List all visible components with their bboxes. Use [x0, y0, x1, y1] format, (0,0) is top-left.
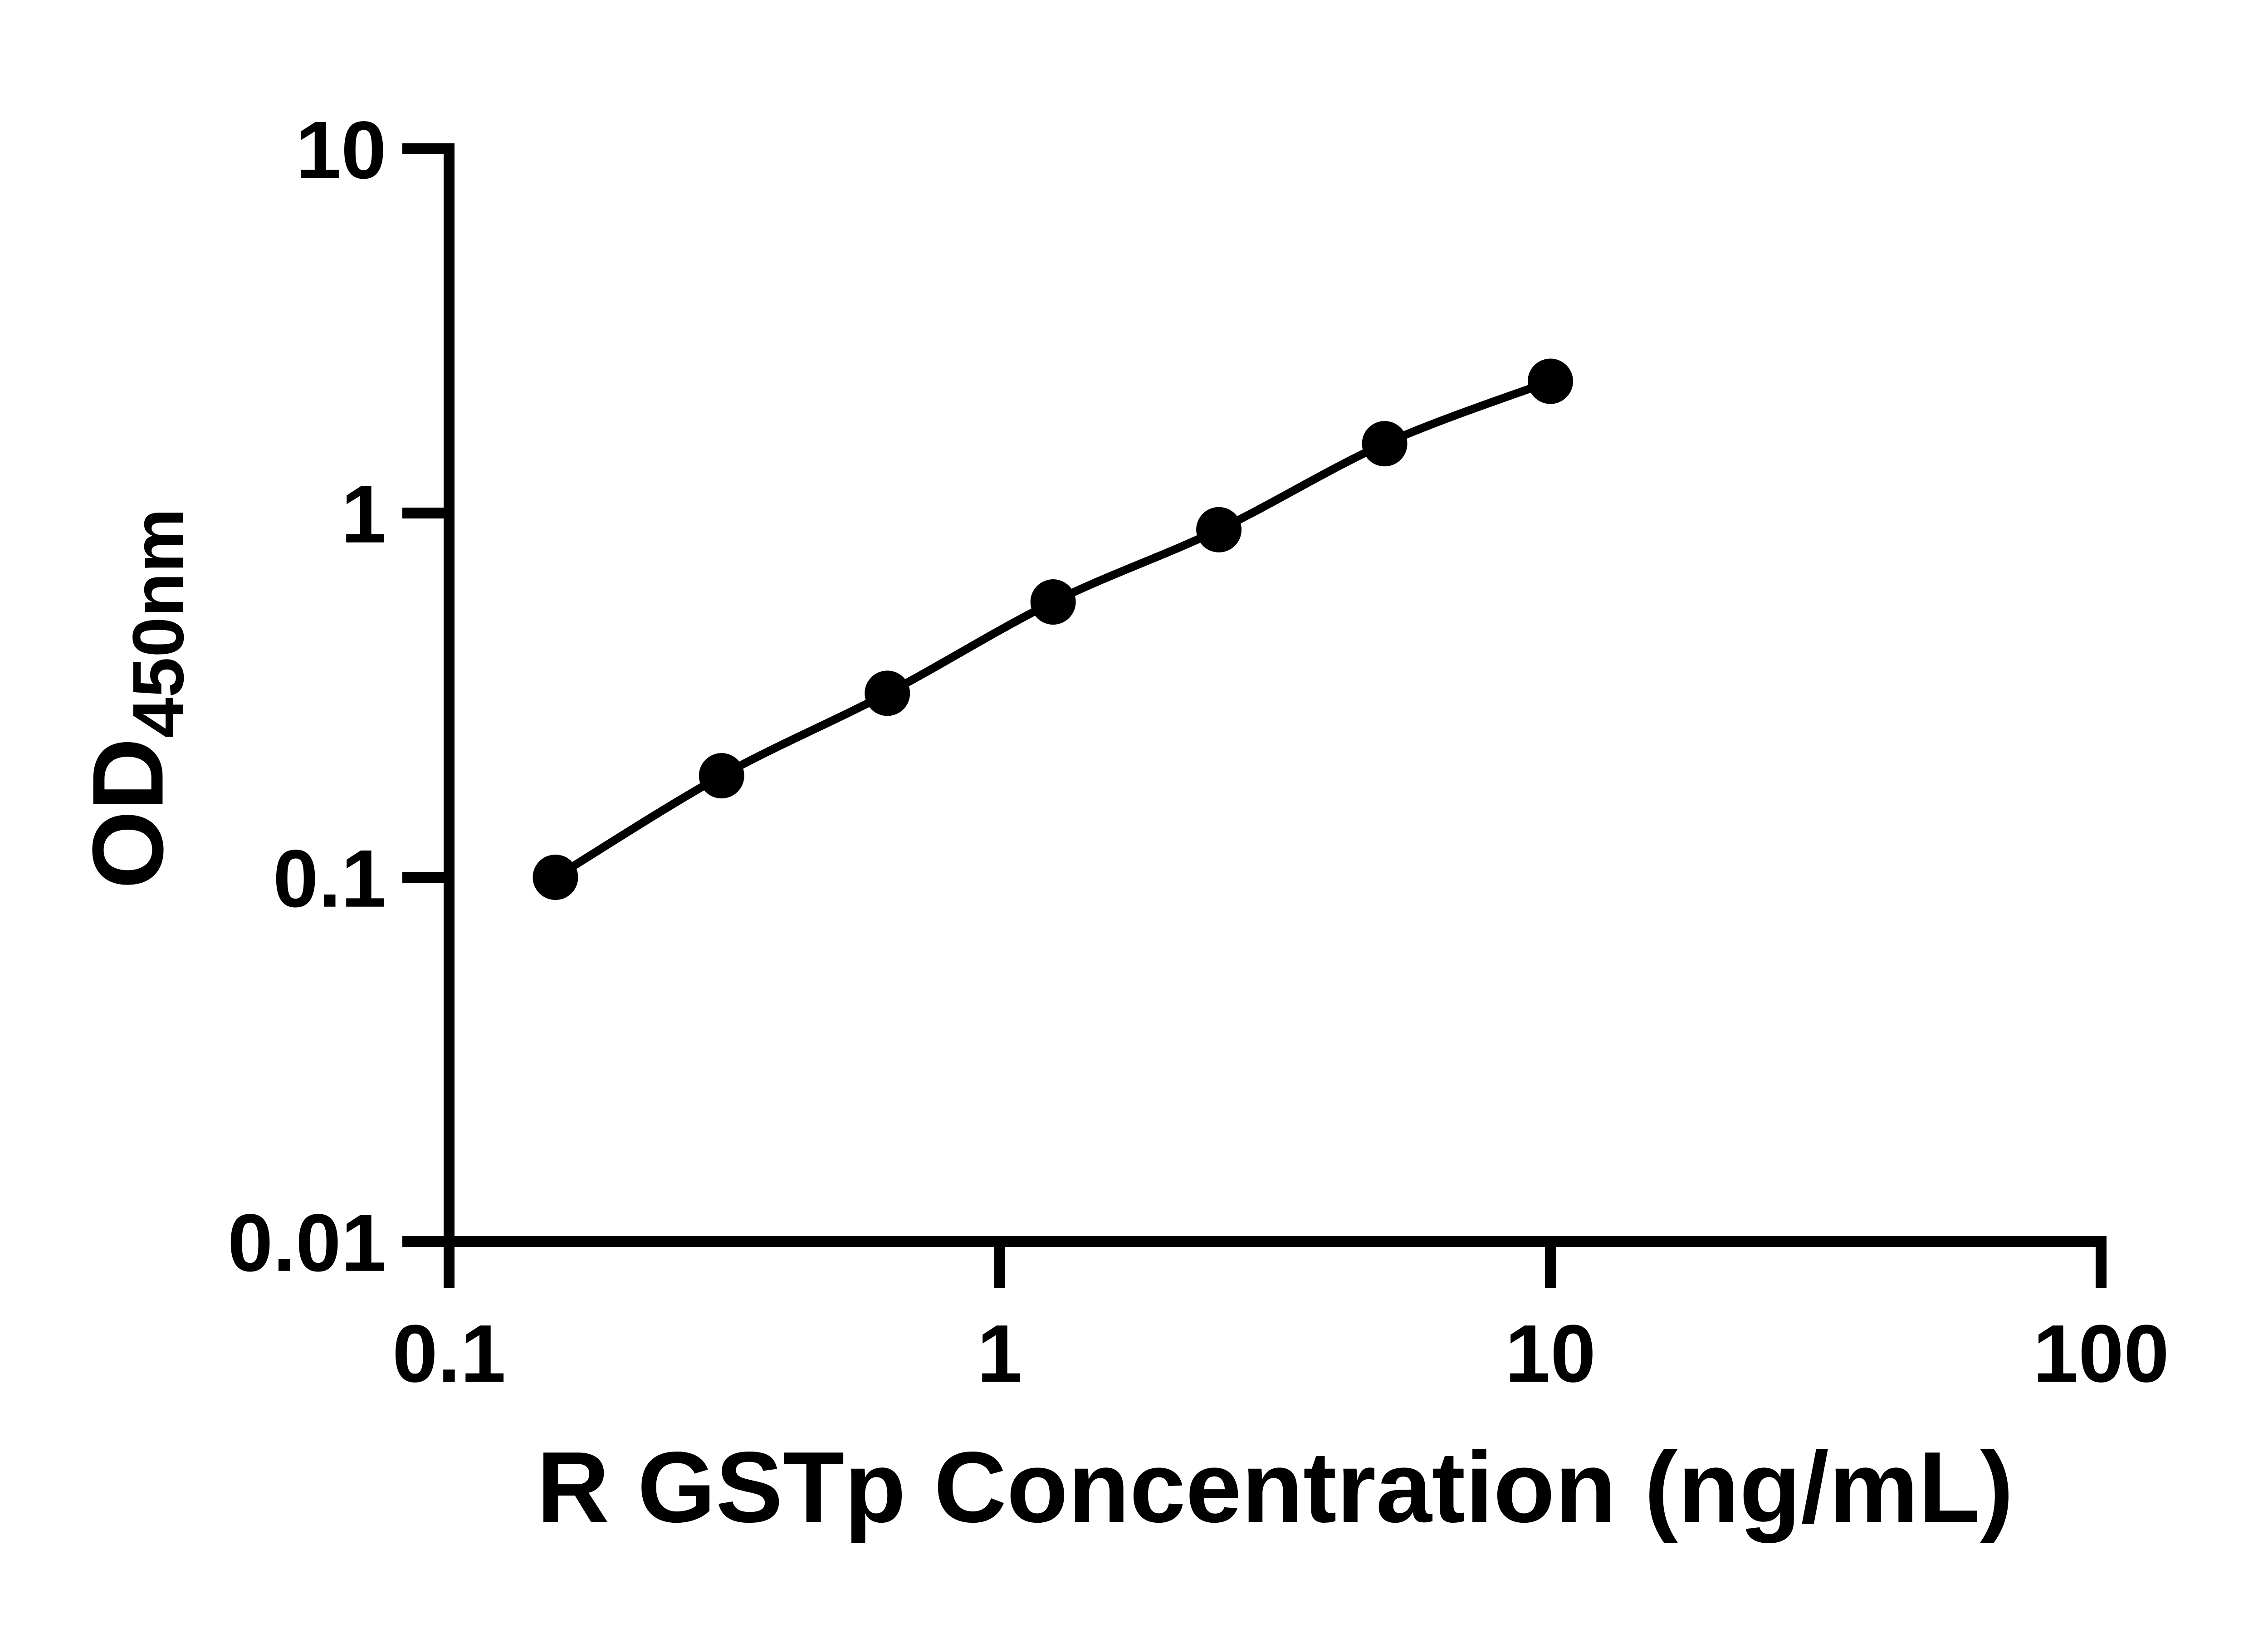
y-axis-title-main: OD — [72, 738, 185, 889]
x-tick-label: 10 — [1505, 1308, 1596, 1399]
data-point-marker — [865, 670, 910, 716]
data-point-marker — [1362, 421, 1408, 467]
y-tick-label: 1 — [341, 469, 386, 560]
y-axis-title-subscript: 450nm — [117, 508, 199, 738]
data-point-marker — [1030, 579, 1076, 625]
y-axis-title: OD450nm — [72, 508, 198, 889]
x-axis-title: R GSTp Concentration (ng/mL) — [537, 1431, 2014, 1544]
data-point-marker — [699, 753, 744, 799]
data-point-marker — [1196, 507, 1242, 552]
x-tick-label: 100 — [2033, 1308, 2169, 1399]
x-tick-label: 1 — [977, 1308, 1022, 1399]
y-tick-label: 10 — [296, 105, 386, 196]
data-point-marker — [533, 855, 578, 900]
y-tick-label: 0.01 — [228, 1198, 386, 1289]
y-tick-label: 0.1 — [273, 833, 386, 924]
x-tick-label: 0.1 — [392, 1308, 506, 1399]
data-point-marker — [1528, 358, 1573, 404]
